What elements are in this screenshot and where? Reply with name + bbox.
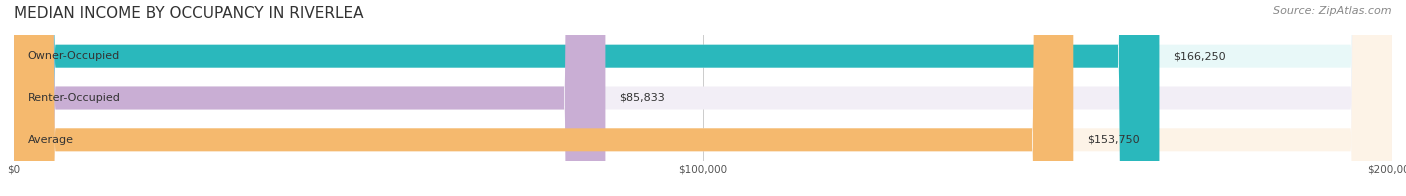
FancyBboxPatch shape	[14, 0, 1160, 196]
Text: Source: ZipAtlas.com: Source: ZipAtlas.com	[1274, 6, 1392, 16]
FancyBboxPatch shape	[14, 0, 606, 196]
FancyBboxPatch shape	[14, 0, 1392, 196]
Text: MEDIAN INCOME BY OCCUPANCY IN RIVERLEA: MEDIAN INCOME BY OCCUPANCY IN RIVERLEA	[14, 6, 364, 21]
Text: $166,250: $166,250	[1173, 51, 1226, 61]
FancyBboxPatch shape	[14, 0, 1073, 196]
Text: Renter-Occupied: Renter-Occupied	[28, 93, 121, 103]
Text: $153,750: $153,750	[1087, 135, 1140, 145]
FancyBboxPatch shape	[14, 0, 1392, 196]
FancyBboxPatch shape	[14, 0, 1392, 196]
Text: Average: Average	[28, 135, 75, 145]
Text: Owner-Occupied: Owner-Occupied	[28, 51, 120, 61]
Text: $85,833: $85,833	[619, 93, 665, 103]
